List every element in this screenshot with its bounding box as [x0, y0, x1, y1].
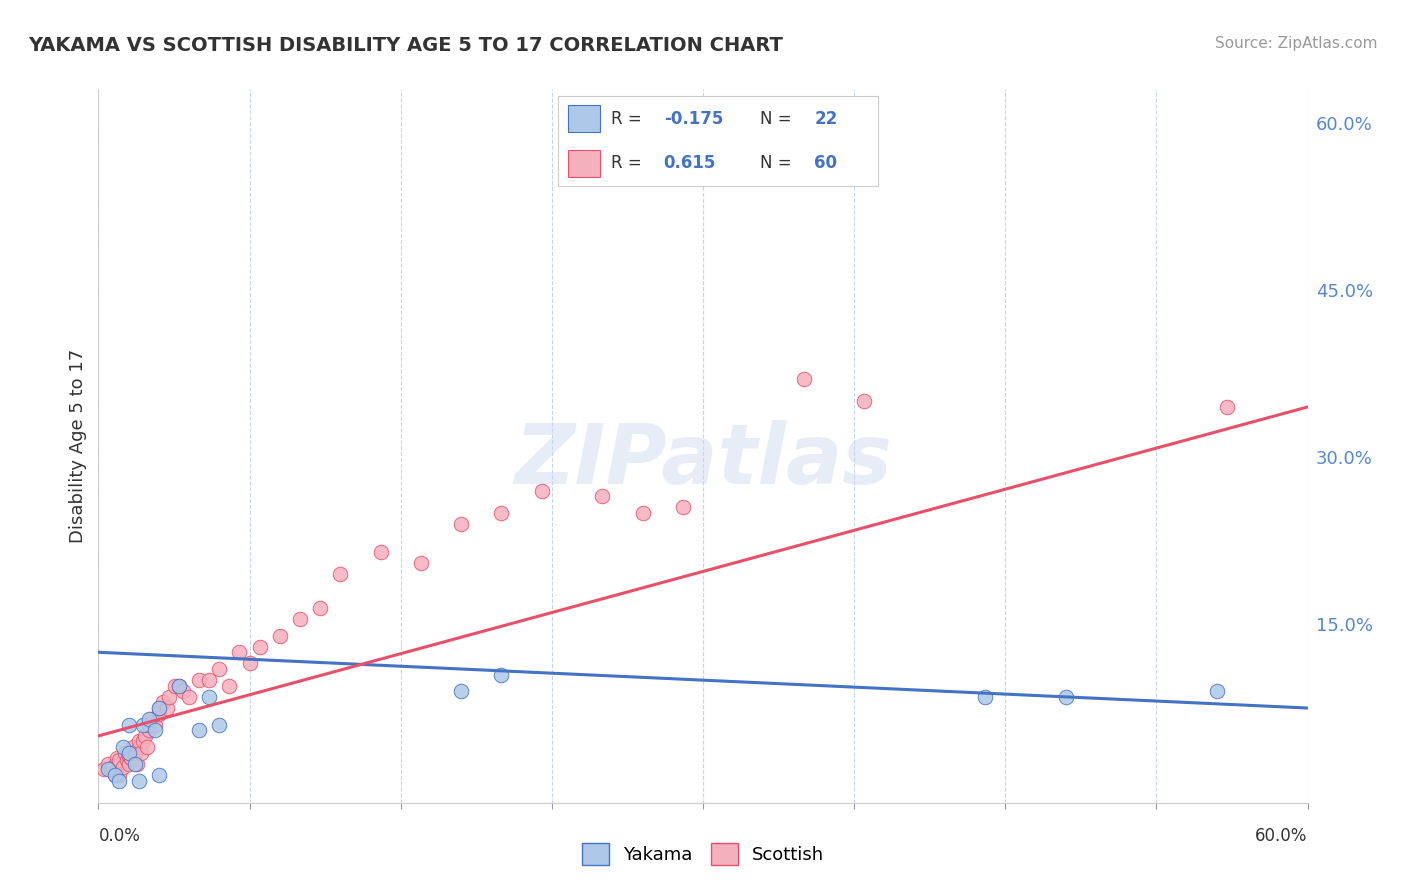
Point	[167, 679, 190, 693]
Point	[135, 740, 157, 755]
Point	[218, 679, 240, 693]
Text: Source: ZipAtlas.com: Source: ZipAtlas.com	[1215, 36, 1378, 51]
Point	[97, 762, 120, 776]
Point	[107, 753, 129, 767]
Point	[208, 717, 231, 731]
Point	[124, 746, 146, 760]
Point	[97, 756, 120, 771]
Y-axis label: Disability Age 5 to 17: Disability Age 5 to 17	[69, 349, 87, 543]
Point	[101, 760, 124, 774]
Point	[118, 749, 141, 764]
Point	[138, 712, 160, 726]
Point	[672, 500, 695, 515]
Point	[132, 717, 155, 731]
Point	[450, 517, 472, 532]
Point	[134, 729, 156, 743]
Point	[139, 712, 162, 726]
Point	[853, 394, 876, 409]
Point	[132, 734, 155, 748]
Point	[105, 751, 128, 765]
Point	[239, 657, 262, 671]
Point	[974, 690, 997, 704]
Point	[138, 717, 160, 731]
Text: 60.0%: 60.0%	[1256, 828, 1308, 846]
Point	[309, 600, 332, 615]
Point	[163, 679, 186, 693]
Point	[120, 751, 142, 765]
Text: YAKAMA VS SCOTTISH DISABILITY AGE 5 TO 17 CORRELATION CHART: YAKAMA VS SCOTTISH DISABILITY AGE 5 TO 1…	[28, 36, 783, 54]
Point	[793, 372, 815, 386]
Point	[491, 667, 513, 681]
Point	[128, 734, 150, 748]
Point	[491, 506, 513, 520]
Point	[148, 706, 170, 721]
Point	[118, 746, 141, 760]
Point	[121, 740, 143, 755]
Point	[138, 723, 160, 738]
Point	[125, 756, 148, 771]
Point	[103, 768, 125, 782]
Point	[114, 746, 136, 760]
Point	[530, 483, 553, 498]
Point	[118, 756, 141, 771]
Text: 0.0%: 0.0%	[98, 828, 141, 846]
Point	[156, 701, 179, 715]
Point	[107, 773, 129, 788]
Point	[269, 628, 291, 642]
Point	[409, 556, 432, 570]
Point	[152, 696, 174, 710]
Point	[148, 701, 170, 715]
Point	[148, 768, 170, 782]
Point	[143, 717, 166, 731]
Point	[111, 740, 134, 755]
Point	[118, 717, 141, 731]
Point	[188, 723, 211, 738]
Point	[157, 690, 180, 704]
Point	[370, 545, 392, 559]
Point	[124, 756, 146, 771]
Text: ZIPatlas: ZIPatlas	[515, 420, 891, 500]
Point	[188, 673, 211, 687]
Point	[107, 768, 129, 782]
Point	[198, 690, 221, 704]
Point	[115, 753, 138, 767]
Point	[1054, 690, 1077, 704]
Point	[1216, 400, 1239, 414]
Point	[128, 740, 150, 755]
Point	[1206, 684, 1229, 698]
Point	[450, 684, 472, 698]
Point	[148, 701, 170, 715]
Point	[228, 645, 250, 659]
Point	[692, 160, 714, 174]
Point	[198, 673, 221, 687]
Point	[143, 723, 166, 738]
Point	[288, 612, 311, 626]
Point	[179, 690, 201, 704]
Legend: Yakama, Scottish: Yakama, Scottish	[575, 836, 831, 872]
Point	[249, 640, 271, 654]
Point	[103, 768, 125, 782]
Point	[111, 760, 134, 774]
Point	[208, 662, 231, 676]
Point	[100, 762, 122, 776]
Point	[107, 756, 129, 771]
Point	[591, 489, 613, 503]
Point	[93, 762, 115, 776]
Point	[329, 567, 352, 582]
Point	[128, 773, 150, 788]
Point	[129, 746, 152, 760]
Point	[167, 679, 190, 693]
Point	[631, 506, 654, 520]
Point	[172, 684, 194, 698]
